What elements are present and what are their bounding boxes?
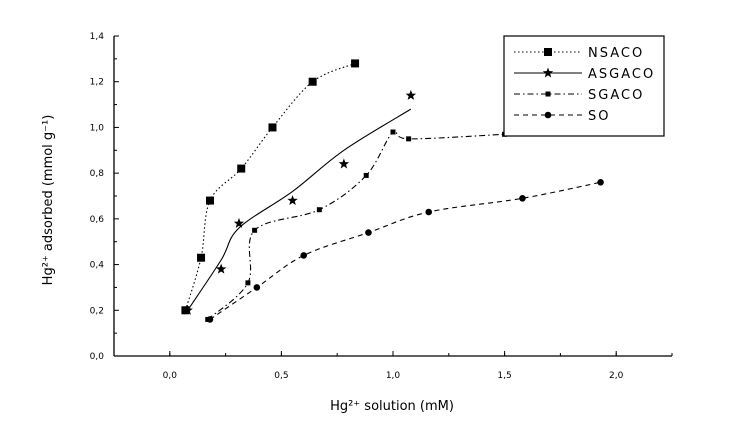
legend-marker-sgaco bbox=[545, 91, 551, 97]
series-line-so bbox=[209, 181, 601, 320]
data-point-so bbox=[597, 178, 604, 186]
data-point-so bbox=[206, 316, 214, 323]
x-axis-title: Hg²⁺ solution (mM) bbox=[330, 399, 454, 414]
x-tick-label: 0,0 bbox=[163, 371, 178, 381]
data-point-nsaco bbox=[205, 196, 214, 205]
x-tick-label: 1,0 bbox=[386, 371, 401, 381]
data-point-nsaco bbox=[268, 123, 277, 132]
data-point-nsaco bbox=[237, 164, 246, 173]
y-tick-label: 0,2 bbox=[90, 306, 104, 316]
data-point-asgaco bbox=[405, 89, 417, 100]
y-tick-label: 0,6 bbox=[90, 215, 105, 225]
data-point-asgaco bbox=[338, 158, 350, 169]
y-axis-title: Hg²⁺ adsorbed (mmol g⁻¹) bbox=[41, 115, 56, 286]
series-line-sgaco bbox=[207, 129, 505, 320]
legend-marker-nsaco bbox=[544, 48, 552, 56]
legend: NSACO ASGACO SGACO SO bbox=[503, 35, 665, 137]
data-point-nsaco bbox=[351, 59, 360, 68]
data-point-sgaco bbox=[363, 172, 369, 178]
data-point-so bbox=[253, 284, 261, 291]
legend-label: NSACO bbox=[588, 46, 644, 61]
data-point-nsaco bbox=[197, 253, 206, 262]
x-tick-label: 2,0 bbox=[609, 371, 624, 381]
data-point-sgaco bbox=[390, 129, 396, 135]
legend-label: SGACO bbox=[588, 88, 644, 103]
x-tick-label: 0,5 bbox=[274, 371, 288, 381]
data-point-asgaco bbox=[215, 263, 227, 274]
legend-marker-so bbox=[544, 111, 552, 119]
axis-ticks: 0,0 0,2 0,4 0,6 0,8 1,0 1,2 1,4 0,0 0,5 1,0 1,5 2,0 bbox=[90, 32, 673, 381]
y-tick-label: 0,8 bbox=[90, 169, 105, 179]
data-point-so bbox=[300, 252, 308, 259]
data-point-so bbox=[365, 229, 372, 236]
data-point-sgaco bbox=[406, 136, 412, 142]
legend-label: SO bbox=[588, 109, 610, 124]
data-point-sgaco bbox=[316, 207, 322, 213]
data-point-asgaco bbox=[233, 217, 245, 228]
legend-label: ASGACO bbox=[588, 67, 655, 82]
data-point-nsaco bbox=[308, 77, 317, 86]
x-tick-label: 1,5 bbox=[497, 371, 511, 381]
y-tick-label: 1,4 bbox=[90, 32, 105, 42]
data-point-asgaco bbox=[182, 304, 193, 315]
legend-box bbox=[503, 35, 665, 137]
data-point-sgaco bbox=[245, 280, 251, 286]
data-point-sgaco bbox=[252, 227, 258, 233]
data-point-so bbox=[519, 194, 526, 202]
data-point-so bbox=[425, 208, 433, 216]
y-tick-label: 1,0 bbox=[90, 123, 105, 133]
data-point-asgaco bbox=[287, 195, 298, 206]
series-markers bbox=[181, 59, 604, 323]
series-line-nsaco bbox=[184, 62, 356, 311]
y-tick-label: 0,0 bbox=[90, 352, 105, 362]
series-line-asgaco bbox=[187, 108, 412, 311]
y-tick-label: 1,2 bbox=[90, 78, 104, 88]
legend-marker-asgaco bbox=[542, 67, 554, 78]
y-tick-label: 0,4 bbox=[90, 261, 105, 271]
